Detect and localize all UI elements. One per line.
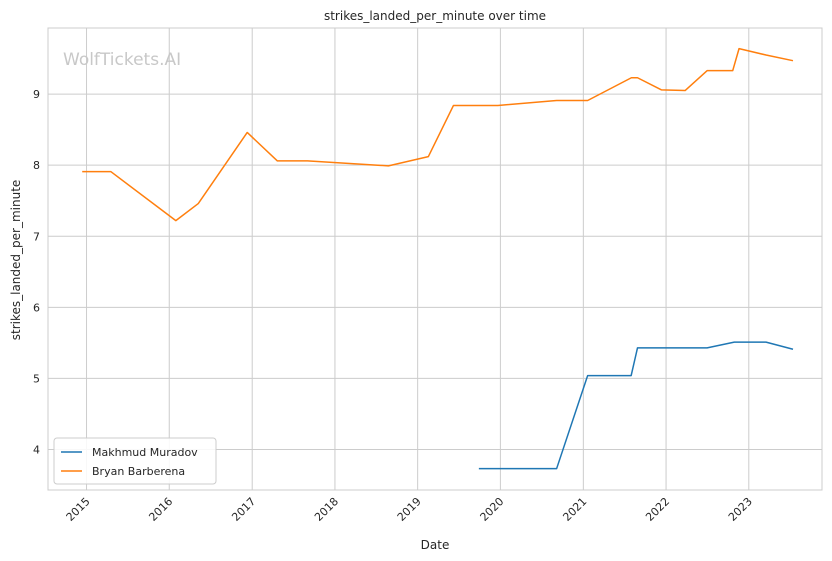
x-axis-label: Date: [421, 538, 450, 552]
legend-box: [53, 437, 217, 485]
series-line-makhmud-muradov: [478, 341, 794, 470]
grid-lines: [48, 28, 822, 490]
watermark-text: WolfTickets.AI: [63, 50, 181, 70]
y-tick-label: 4: [33, 443, 40, 456]
y-tick-label: 6: [33, 301, 40, 314]
series-line-bryan-barberena: [82, 47, 794, 222]
legend-label: Bryan Barberena: [92, 465, 185, 478]
y-tick-label: 8: [33, 159, 40, 172]
y-tick-label: 9: [33, 88, 40, 101]
y-tick-label: 7: [33, 230, 40, 243]
y-tick-label: 5: [33, 372, 40, 385]
y-axis-label: strikes_landed_per_minute: [9, 180, 23, 341]
y-tick-labels: 4 5 6 7 8 9: [33, 88, 40, 456]
plot-area-frame: [47, 27, 823, 491]
chart-title: strikes_landed_per_minute over time: [324, 9, 546, 23]
series-lines: [82, 47, 794, 470]
legend: Makhmud Muradov Bryan Barberena: [53, 437, 217, 485]
legend-label: Makhmud Muradov: [92, 446, 198, 459]
